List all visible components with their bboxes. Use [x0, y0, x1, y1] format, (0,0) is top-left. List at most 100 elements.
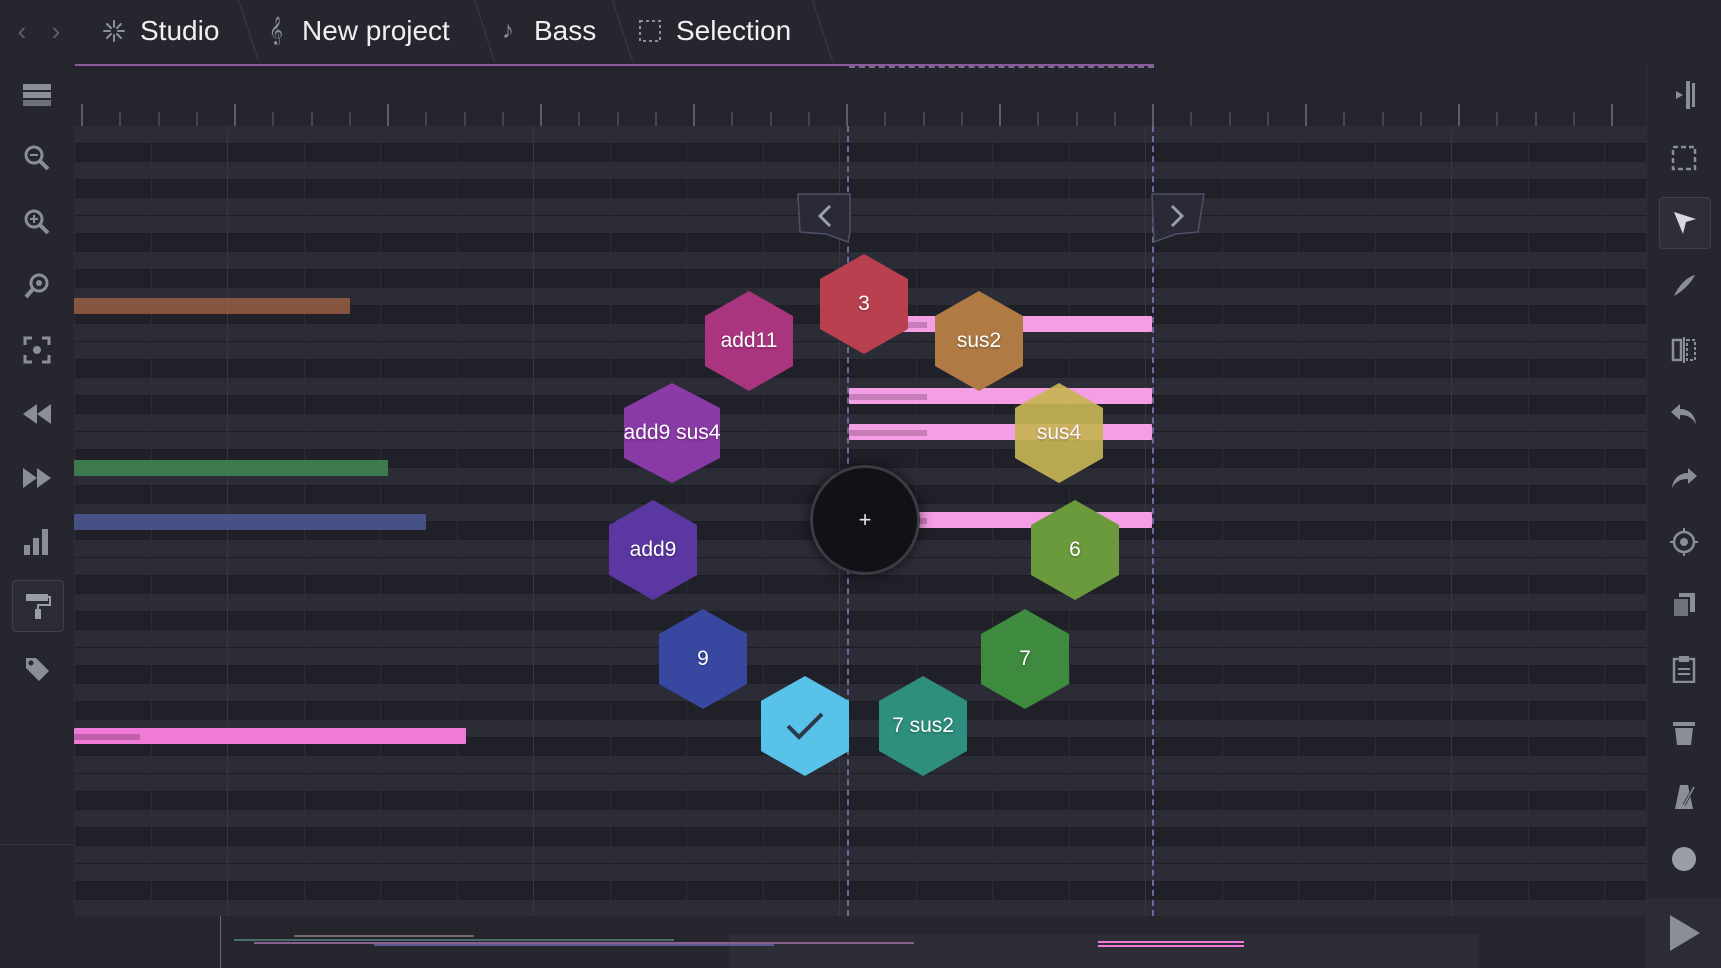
- left-toolbar: [0, 62, 75, 968]
- rewind-button[interactable]: [12, 389, 62, 439]
- split-view-button[interactable]: [1659, 70, 1709, 120]
- tab-bass[interactable]: ♪ Bass: [494, 0, 596, 62]
- tab-studio[interactable]: Studio: [100, 0, 219, 62]
- tab-divider: [812, 0, 834, 62]
- chevron-left-icon: [797, 193, 851, 244]
- plus-icon: +: [858, 507, 872, 532]
- zoom-in-button[interactable]: [12, 197, 62, 247]
- pitch-row: [74, 198, 1646, 215]
- pitch-row: [74, 450, 1646, 467]
- treble-clef-icon: 𝄞: [268, 17, 284, 44]
- right-toolbar: [1646, 62, 1721, 968]
- chevron-right-icon: [1151, 193, 1205, 244]
- velocity-button[interactable]: [12, 517, 62, 567]
- pencil-tool-button[interactable]: [1659, 261, 1709, 311]
- paint-tool-button[interactable]: [12, 580, 64, 632]
- paint-roller-icon: [26, 594, 51, 619]
- pitch-row: [74, 810, 1646, 827]
- paste-icon: [1672, 656, 1696, 683]
- pitch-row: [74, 432, 1646, 449]
- note-green[interactable]: [74, 460, 388, 476]
- selected-note[interactable]: [849, 424, 1152, 440]
- quantize-button[interactable]: [1659, 517, 1709, 567]
- range-left-handle[interactable]: [796, 192, 852, 248]
- note-orange[interactable]: [74, 298, 350, 314]
- beat-line: [1222, 126, 1223, 916]
- chord-label: add11: [720, 329, 778, 352]
- metronome-button[interactable]: [1659, 772, 1709, 822]
- chord-label: add9 sus4: [623, 421, 721, 444]
- chord-add9[interactable]: add9: [609, 500, 697, 600]
- redo-icon: [1672, 468, 1697, 488]
- pitch-row: [74, 756, 1646, 773]
- split-view-icon: [1676, 81, 1695, 109]
- fast-forward-button[interactable]: [12, 453, 62, 503]
- chord-label: 9: [697, 647, 709, 670]
- timeline-ruler[interactable]: [74, 66, 1646, 126]
- tab-selection[interactable]: Selection: [636, 0, 791, 62]
- tab-new-project[interactable]: 𝄞 New project: [262, 0, 450, 62]
- tab-label: Studio: [140, 15, 220, 46]
- chord-sus2[interactable]: sus2: [935, 291, 1023, 391]
- pointer-tool-button[interactable]: [1659, 197, 1711, 249]
- chord-label: 7: [1019, 647, 1031, 670]
- selection-icon: [636, 17, 664, 45]
- selected-note[interactable]: [849, 388, 1152, 404]
- pitch-row: [74, 666, 1646, 683]
- note-blue[interactable]: [74, 514, 426, 530]
- pitch-row: [74, 180, 1646, 197]
- sparkle-icon: [100, 17, 128, 45]
- range-right-handle[interactable]: [1150, 192, 1206, 248]
- play-button[interactable]: [1647, 898, 1721, 968]
- minimap-playhead: [220, 916, 221, 968]
- chord-7-sus2[interactable]: 7 sus2: [879, 676, 967, 776]
- chord-3[interactable]: 3: [820, 254, 908, 354]
- marquee-select-button[interactable]: [1659, 133, 1709, 183]
- pitch-row: [74, 216, 1646, 233]
- forward-button[interactable]: ›: [51, 16, 61, 46]
- rewind-icon: [23, 404, 51, 424]
- zoom-fit-button[interactable]: [12, 261, 62, 311]
- checkmark-icon: [786, 712, 824, 740]
- undo-button[interactable]: [1659, 389, 1709, 439]
- pitch-row: [74, 900, 1646, 916]
- toolbar-divider: [0, 844, 74, 845]
- mirror-button[interactable]: [1659, 325, 1709, 375]
- add-chord-button[interactable]: +: [810, 465, 920, 575]
- pitch-row: [74, 594, 1646, 611]
- metronome-icon: [1675, 785, 1696, 809]
- focus-icon: [23, 336, 51, 364]
- chord-add11[interactable]: add11: [705, 291, 793, 391]
- chord-label: 3: [858, 292, 870, 315]
- record-button[interactable]: [1659, 834, 1709, 884]
- focus-button[interactable]: [12, 325, 62, 375]
- pitch-row: [74, 396, 1646, 413]
- pitch-row: [74, 684, 1646, 701]
- redo-button[interactable]: [1659, 453, 1709, 503]
- overview-minimap[interactable]: [74, 916, 1646, 968]
- pitch-row: [74, 576, 1646, 593]
- tab-divider: [238, 0, 260, 62]
- marquee-select-icon: [1671, 145, 1697, 171]
- tag-button[interactable]: [12, 644, 62, 694]
- tracks-button[interactable]: [12, 70, 62, 120]
- back-button[interactable]: ‹: [17, 16, 27, 46]
- pitch-row: [74, 882, 1646, 899]
- delete-button[interactable]: [1659, 708, 1709, 758]
- pitch-row: [74, 360, 1646, 377]
- zoom-out-button[interactable]: [12, 133, 62, 183]
- note-pink[interactable]: [74, 728, 466, 744]
- pitch-row: [74, 630, 1646, 647]
- pitch-row: [74, 234, 1646, 251]
- chord-label: add9: [629, 538, 677, 561]
- minimap-viewport[interactable]: [729, 934, 1479, 968]
- chord-9[interactable]: 9: [659, 609, 747, 709]
- top-bar: ‹ › Studio 𝄞 New project ♪ Bass Selectio…: [0, 0, 1721, 62]
- chord-label: 6: [1069, 538, 1081, 561]
- beat-line: [763, 126, 764, 916]
- duplicate-button[interactable]: [1659, 580, 1709, 630]
- paste-button[interactable]: [1659, 644, 1709, 694]
- confirm-chord-button[interactable]: [761, 676, 849, 776]
- pointer-icon: [1674, 212, 1696, 234]
- pitch-row: [74, 738, 1646, 755]
